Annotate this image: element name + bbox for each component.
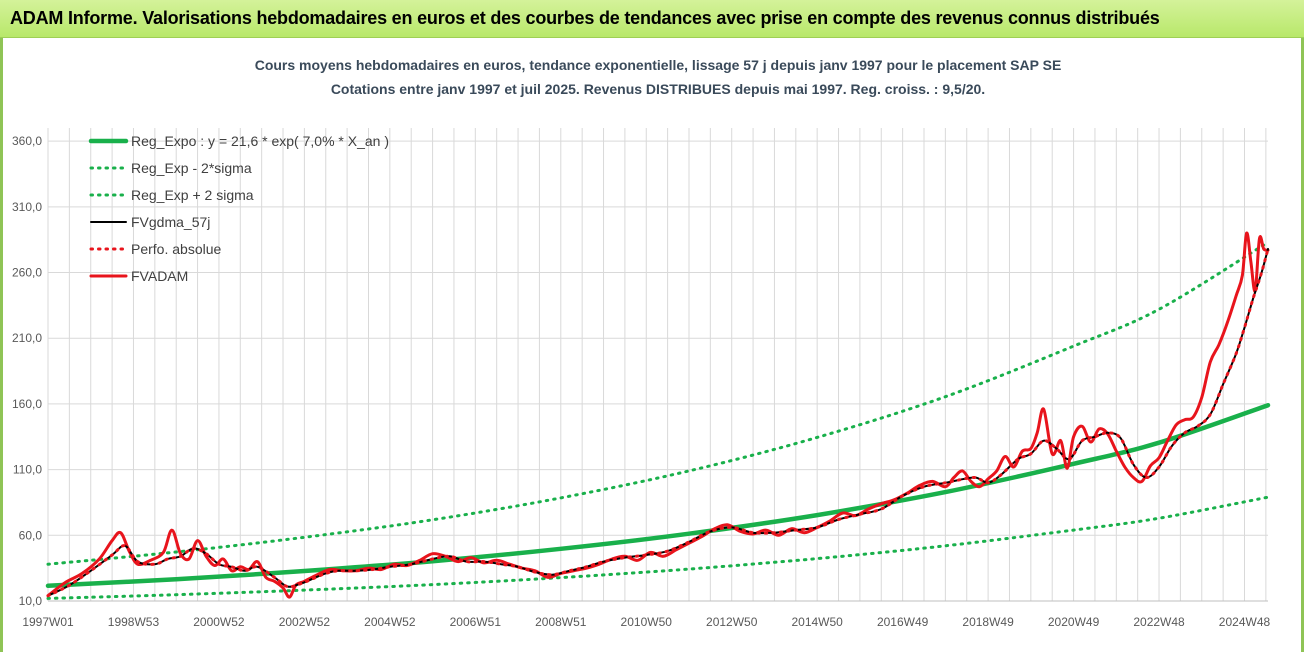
x-tick-label: 2024W48 <box>1219 615 1271 629</box>
y-tick-label: 210,0 <box>12 331 42 345</box>
y-tick-label: 260,0 <box>12 266 42 280</box>
x-tick-label: 2000W52 <box>193 615 245 629</box>
y-tick-label: 360,0 <box>12 134 42 148</box>
x-tick-label: 2006W51 <box>450 615 502 629</box>
legend-label: FVgdma_57j <box>131 214 210 230</box>
series-line-5 <box>46 231 1270 599</box>
x-tick-label: 2018W49 <box>962 615 1014 629</box>
chart-title: Cours moyens hebdomadaires en euros, ten… <box>255 57 1062 73</box>
x-tick-label: 2022W48 <box>1133 615 1185 629</box>
y-tick-label: 110,0 <box>13 463 42 477</box>
x-tick-label: 2002W52 <box>279 615 331 629</box>
series-line-3 <box>47 247 1269 597</box>
y-tick-label: 310,0 <box>12 200 42 214</box>
grid <box>47 128 1268 602</box>
y-tick-label: 60,0 <box>19 528 43 542</box>
y-tick-label: 160,0 <box>12 397 42 411</box>
series-line-0 <box>45 402 1271 589</box>
x-tick-label: 2014W50 <box>791 615 843 629</box>
series <box>45 231 1271 600</box>
chart-frame: Cours moyens hebdomadaires en euros, ten… <box>0 38 1304 652</box>
report-title: ADAM Informe. Valorisations hebdomadaire… <box>10 8 1160 28</box>
legend-label: Reg_Exp - 2*sigma <box>131 160 252 176</box>
series-line-2 <box>46 240 1270 566</box>
x-tick-label: 2012W50 <box>706 615 758 629</box>
x-tick-label: 2020W49 <box>1048 615 1100 629</box>
x-tick-label: 2016W49 <box>877 615 929 629</box>
legend-label: Perfo. absolue <box>131 241 221 257</box>
series-line-1 <box>46 495 1270 600</box>
report-banner: ADAM Informe. Valorisations hebdomadaire… <box>0 0 1304 38</box>
legend-label: FVADAM <box>131 268 188 284</box>
legend-label: Reg_Exp + 2 sigma <box>131 187 254 203</box>
legend-label: Reg_Expo : y = 21,6 * exp( 7,0% * X_an ) <box>131 133 389 149</box>
y-tick-label: 10,0 <box>19 594 43 608</box>
x-tick-label: 2004W52 <box>364 615 416 629</box>
x-tick-label: 2008W51 <box>535 615 587 629</box>
legend: Reg_Expo : y = 21,6 * exp( 7,0% * X_an )… <box>88 133 389 284</box>
series-line-4 <box>46 247 1270 598</box>
x-tick-label: 1998W53 <box>108 615 160 629</box>
chart-subtitle: Cotations entre janv 1997 et juil 2025. … <box>331 81 985 97</box>
x-tick-label: 2010W50 <box>621 615 673 629</box>
x-tick-label: 1997W01 <box>22 615 74 629</box>
chart: Cours moyens hebdomadaires en euros, ten… <box>12 57 1271 629</box>
axes: 10,0 60,0 110,0 160,0 210,0 260,0 310,0 360,0 19… <box>12 134 1271 629</box>
